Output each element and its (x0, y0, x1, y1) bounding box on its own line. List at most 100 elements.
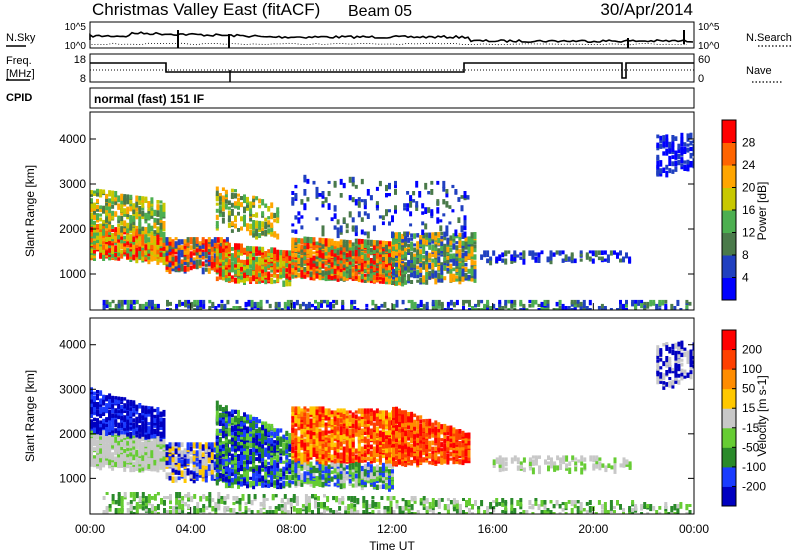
power-cell (252, 232, 256, 238)
velocity-cell (168, 442, 172, 447)
velocity-cell (111, 395, 115, 403)
power-cell (270, 222, 274, 228)
velocity-cell (138, 417, 142, 423)
power-cell (237, 203, 240, 210)
power-cell (213, 259, 217, 267)
velocity-cell (303, 442, 307, 450)
velocity-cell (294, 436, 298, 443)
power-cell (141, 303, 145, 310)
power-cell (249, 276, 253, 283)
velocity-cell (300, 473, 304, 479)
power-cell (224, 256, 228, 263)
velocity-cell (276, 436, 280, 441)
power-cell (336, 263, 340, 270)
velocity-cell (300, 408, 304, 412)
power-cell (407, 299, 411, 304)
power-cell (380, 303, 384, 308)
velocity-cell (252, 428, 256, 434)
velocity-cell (186, 452, 190, 459)
power-cell (300, 199, 304, 205)
velocity-cell (207, 444, 211, 450)
power-cell (398, 232, 401, 238)
velocity-cell (108, 393, 112, 400)
power-cell (366, 189, 370, 196)
power-cell (277, 308, 281, 310)
power-cell (339, 251, 343, 259)
power-cell (419, 255, 423, 263)
power-cell (351, 260, 355, 267)
power-cell (333, 213, 337, 219)
power-cell (315, 245, 319, 252)
power-cell (204, 239, 208, 245)
power-cell (221, 270, 225, 275)
velocity-cell (102, 437, 106, 445)
power-cell (616, 252, 619, 259)
velocity-cell (339, 476, 343, 484)
power-cell (90, 247, 93, 254)
power-cell (658, 308, 662, 310)
power-cell (224, 250, 228, 257)
velocity-cell (330, 460, 334, 467)
power-cell (510, 254, 514, 261)
power-cell (174, 237, 178, 241)
power-cell (138, 240, 142, 247)
power-cell (436, 207, 440, 214)
velocity-cell (351, 471, 355, 479)
velocity-cell (141, 431, 145, 437)
power-cell (108, 308, 112, 310)
power-cell (458, 234, 462, 241)
power-cell (120, 249, 124, 254)
power-cell (210, 261, 214, 269)
velocity-cell (168, 476, 172, 481)
power-cell (111, 210, 115, 216)
power-cell (573, 258, 577, 264)
velocity-cell (252, 430, 256, 438)
velocity-cell (306, 458, 310, 465)
velocity-cell (162, 445, 166, 451)
power-cell (309, 249, 313, 254)
power-cell (685, 303, 689, 310)
velocity-cell (285, 468, 289, 475)
power-cell (180, 263, 184, 269)
power-cell (342, 266, 346, 271)
power-cell (410, 261, 414, 268)
power-cell (445, 231, 449, 237)
freq-traces (90, 62, 694, 82)
power-cell (448, 221, 452, 225)
power-cell (153, 217, 157, 223)
velocity-cell (135, 428, 139, 434)
power-cell (410, 280, 414, 284)
power-cell (579, 250, 583, 254)
power-cell (270, 251, 274, 258)
velocity-cell (183, 454, 187, 458)
power-cell (348, 272, 352, 278)
power-cell (102, 252, 106, 259)
power-cell (407, 259, 411, 266)
power-cell (446, 261, 450, 266)
velocity-cell (240, 482, 243, 487)
power-cell (237, 228, 240, 232)
power-cell (159, 235, 163, 241)
velocity-cell (237, 444, 240, 451)
power-cell (381, 240, 385, 247)
power-cell (261, 246, 265, 253)
velocity-cell (195, 442, 199, 447)
power-cell (528, 303, 532, 308)
velocity-cell (261, 421, 265, 425)
velocity-cell (117, 460, 121, 468)
power-cell (301, 301, 305, 307)
power-cell (440, 276, 444, 283)
velocity-cell (129, 399, 133, 407)
velocity-cell (321, 474, 325, 478)
power-cell (564, 306, 568, 310)
power-cell (135, 228, 139, 232)
power-cell (470, 274, 474, 279)
velocity-cell (105, 425, 109, 431)
power-cell (252, 264, 256, 271)
velocity-cell (294, 440, 298, 446)
power-cell (369, 258, 373, 264)
power-cell (312, 239, 316, 246)
power-cell (680, 157, 684, 164)
velocity-cell (99, 437, 103, 444)
velocity-cell (126, 403, 130, 411)
